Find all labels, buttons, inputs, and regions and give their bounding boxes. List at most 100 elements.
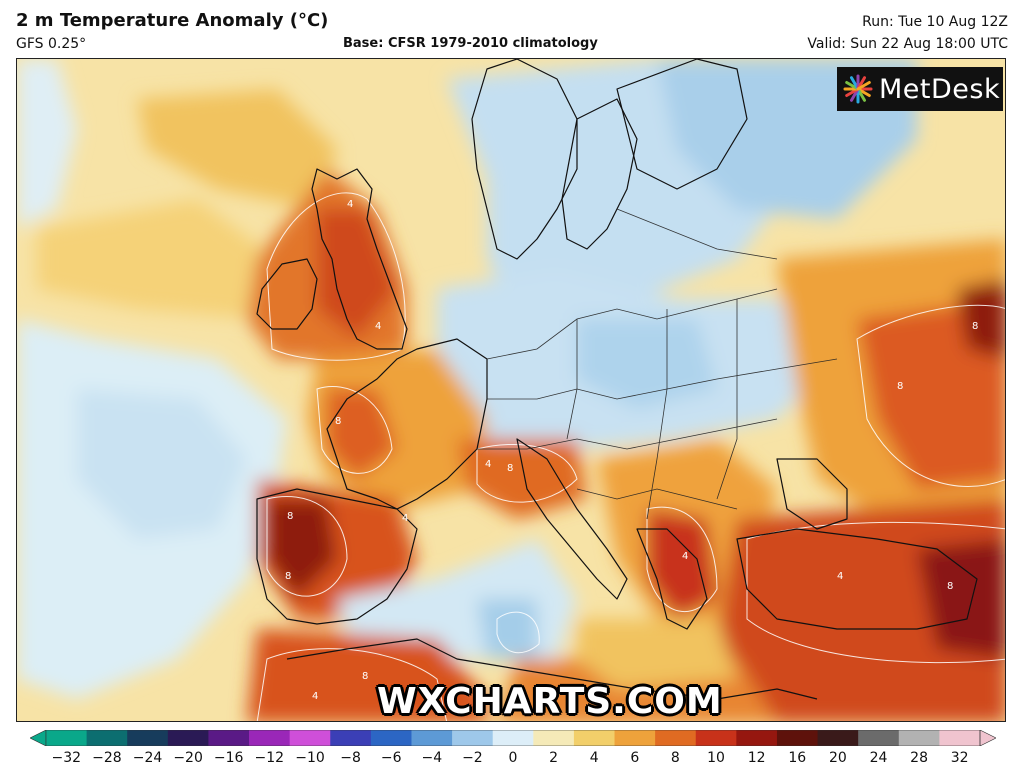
border-northern-europe — [486, 288, 778, 360]
contour-turkey — [746, 521, 1005, 664]
colorbar-tick-label: −12 — [254, 750, 285, 766]
colorbar-border — [45, 730, 981, 746]
colorbar-segment — [655, 730, 697, 746]
iberia-coast — [256, 488, 418, 625]
colorbar-segment — [330, 730, 372, 746]
colorbar-tick-label: 20 — [828, 750, 847, 766]
colorbar-segment — [86, 730, 128, 746]
colorbar-segment — [817, 730, 859, 746]
colorbar-segment — [289, 730, 331, 746]
anomaly-map-svg: 4 4 8 4 8 8 4 8 4 8 8 4 8 4 8 — [17, 59, 1005, 721]
contour-label: 8 — [507, 463, 513, 474]
cool-area-tyrrhenian — [477, 599, 537, 659]
very-hot-area-middle-east — [917, 539, 1005, 659]
metdesk-burst-ray — [856, 81, 871, 91]
border-germany-poland — [566, 319, 578, 440]
anomaly-shading — [17, 59, 1005, 721]
colorbar-tick-label: −10 — [295, 750, 325, 766]
anomaly-contours — [256, 192, 1005, 721]
colorbar-extend-low — [30, 730, 47, 746]
warm-area-ionian-sea — [577, 619, 737, 689]
contour-label: 4 — [485, 459, 491, 470]
turkey-coast — [736, 528, 978, 630]
colorbar-segment — [46, 730, 88, 746]
country-borders — [477, 208, 838, 520]
colorbar-tick-label: −32 — [51, 750, 82, 766]
contour-label: 4 — [375, 321, 381, 332]
border-central-europe — [487, 358, 838, 400]
colorbar-tick-label: 0 — [508, 750, 518, 766]
contour-france — [316, 386, 393, 474]
great-britain-coast — [311, 168, 408, 350]
border-baltics — [616, 208, 778, 260]
colorbar-tick-labels: −32 −28 −24 −20 −16 −12 −10 −8 −6 −4 −2 0 2 4 6 8 10 12 16… — [0, 750, 1024, 770]
contour-label: 8 — [947, 581, 953, 592]
colorbar-tick-label: 4 — [589, 750, 599, 766]
wxcharts-watermark: WXCHARTS.COM — [377, 681, 723, 722]
colorbar-segment — [939, 730, 981, 746]
border-poland-ukraine — [646, 309, 668, 520]
contour-alps — [476, 444, 578, 503]
valid-time-label: Valid: Sun 22 Aug 18:00 UTC — [807, 36, 1008, 52]
colorbar-tick-label: −8 — [340, 750, 361, 766]
colorbar-segment — [695, 730, 737, 746]
contour-label: 8 — [362, 671, 368, 682]
colorbar-tick-label: 16 — [788, 750, 807, 766]
colorbar-extend-high — [979, 730, 996, 746]
france-coast — [326, 338, 488, 510]
hot-area-britain — [317, 209, 397, 339]
contour-label: 4 — [682, 551, 688, 562]
colorbar-segment — [492, 730, 534, 746]
colorbar-tick-label: 8 — [670, 750, 680, 766]
colorbar-tick-label: −4 — [421, 750, 443, 766]
colorbar-tick-label: −24 — [132, 750, 163, 766]
colorbar-tick-label: −20 — [173, 750, 203, 766]
colorbar-segment — [533, 730, 575, 746]
contour-label: 4 — [312, 691, 318, 702]
colorbar-tick-label: −6 — [380, 750, 402, 766]
colorbar-tick-label: 12 — [747, 750, 766, 766]
contour-label: 8 — [897, 381, 903, 392]
contour-british-isles — [266, 192, 406, 361]
colorbar-segment — [452, 730, 494, 746]
hot-area-north-africa — [247, 629, 487, 721]
contour-label: 4 — [347, 199, 353, 210]
colorbar-segment — [127, 730, 169, 746]
italy-coast — [516, 438, 628, 600]
norway-coast — [471, 59, 578, 260]
contour-label: 4 — [837, 571, 843, 582]
colorbar-segment — [208, 730, 250, 746]
colorbar — [30, 730, 996, 746]
sweden-coast — [561, 98, 638, 250]
colorbar-tick-label: −2 — [462, 750, 483, 766]
colorbar-segment — [858, 730, 900, 746]
border-balkans — [576, 488, 738, 510]
colorbar-tick-label: −28 — [92, 750, 122, 766]
colorbar-segment — [776, 730, 819, 746]
greece-coast — [636, 528, 708, 630]
very-hot-area-iberia — [267, 499, 337, 599]
contour-russia — [856, 304, 1005, 487]
colorbar-segment — [411, 730, 453, 746]
colorbar-segment — [249, 730, 291, 746]
very-hot-area-northeast — [957, 279, 1005, 359]
contour-label: 8 — [285, 571, 291, 582]
contour-iberia — [266, 496, 348, 597]
north-africa-coast — [286, 638, 818, 700]
hot-area-greece — [647, 509, 717, 619]
cool-area-atlantic-core — [77, 389, 247, 539]
coastlines — [256, 59, 978, 700]
warm-area-alps — [457, 439, 587, 519]
colorbar-segment — [898, 730, 940, 746]
contour-label: 8 — [972, 321, 978, 332]
anomaly-map[interactable]: 4 4 8 4 8 8 4 8 4 8 8 4 8 4 8 MetDesk — [16, 58, 1006, 722]
run-time-label: Run: Tue 10 Aug 12Z — [862, 14, 1008, 30]
colorbar-segment — [370, 730, 413, 746]
cool-area-poland — [577, 319, 717, 409]
border-ukraine-russia — [716, 299, 738, 500]
contour-label: 8 — [335, 416, 341, 427]
warm-area-north-atlantic — [137, 89, 337, 209]
colorbar-tick-label: 28 — [910, 750, 929, 766]
colorbar-segment — [573, 730, 616, 746]
